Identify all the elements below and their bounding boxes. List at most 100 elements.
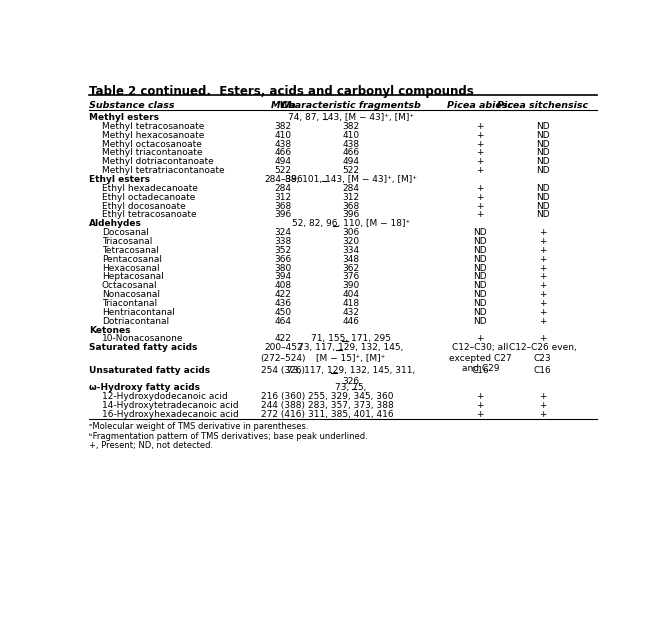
Text: 396: 396 (274, 210, 292, 220)
Text: 312: 312 (275, 193, 292, 202)
Text: 272 (416): 272 (416) (261, 410, 305, 419)
Text: 466: 466 (275, 149, 292, 157)
Text: +: + (476, 184, 484, 193)
Text: +: + (476, 410, 484, 419)
Text: Methyl octacosanoate: Methyl octacosanoate (102, 139, 201, 149)
Text: 410: 410 (275, 131, 292, 140)
Text: +: + (539, 401, 546, 410)
Text: ᵃMolecular weight of TMS derivative in parentheses.: ᵃMolecular weight of TMS derivative in p… (89, 422, 308, 431)
Text: ND: ND (536, 184, 549, 193)
Text: +: + (476, 210, 484, 220)
Text: 334: 334 (342, 246, 359, 255)
Text: ND: ND (474, 281, 487, 290)
Text: C16: C16 (534, 366, 551, 375)
Text: +: + (539, 272, 546, 281)
Text: 366: 366 (274, 255, 292, 264)
Text: ND: ND (536, 139, 549, 149)
Text: ND: ND (474, 299, 487, 308)
Text: 438: 438 (275, 139, 292, 149)
Text: ND: ND (536, 202, 549, 211)
Text: 438: 438 (342, 139, 359, 149)
Text: 216 (360): 216 (360) (261, 392, 305, 401)
Text: 390: 390 (342, 281, 359, 290)
Text: ND: ND (474, 228, 487, 237)
Text: ND: ND (474, 264, 487, 272)
Text: 422: 422 (275, 335, 292, 343)
Text: Characteristic fragmentsb: Characteristic fragmentsb (281, 101, 421, 111)
Text: ND: ND (474, 237, 487, 246)
Text: Ethyl hexadecanoate: Ethyl hexadecanoate (102, 184, 197, 193)
Text: 410: 410 (342, 131, 359, 140)
Text: 306: 306 (342, 228, 359, 237)
Text: 14-Hydroxytetradecanoic acid: 14-Hydroxytetradecanoic acid (102, 401, 238, 410)
Text: 73, 117, 129, 132, 145, 311,
326: 73, 117, 129, 132, 145, 311, 326 (286, 366, 415, 386)
Text: 12-Hydroxydodecanoic acid: 12-Hydroxydodecanoic acid (102, 392, 227, 401)
Text: ND: ND (536, 149, 549, 157)
Text: +: + (539, 246, 546, 255)
Text: Substance class: Substance class (89, 101, 175, 111)
Text: Docosanal: Docosanal (102, 228, 149, 237)
Text: ND: ND (474, 308, 487, 317)
Text: Saturated fatty acids: Saturated fatty acids (89, 343, 197, 352)
Text: 73, 117, 129, 132, 145,
[M − 15]⁺, [M]⁺: 73, 117, 129, 132, 145, [M − 15]⁺, [M]⁺ (298, 343, 403, 363)
Text: 244 (388): 244 (388) (261, 401, 305, 410)
Text: +: + (476, 166, 484, 175)
Text: 404: 404 (342, 290, 359, 299)
Text: C16: C16 (472, 366, 489, 375)
Text: ND: ND (474, 290, 487, 299)
Text: 311, 385, 401, 416: 311, 385, 401, 416 (308, 410, 393, 419)
Text: +: + (539, 264, 546, 272)
Text: +: + (476, 122, 484, 131)
Text: 494: 494 (342, 157, 359, 166)
Text: ND: ND (536, 193, 549, 202)
Text: Ketones: Ketones (89, 325, 130, 335)
Text: Methyl hexacosanoate: Methyl hexacosanoate (102, 131, 204, 140)
Text: Ethyl esters: Ethyl esters (89, 175, 150, 184)
Text: +: + (539, 290, 546, 299)
Text: Table 2 continued.  Esters, acids and carbonyl compounds: Table 2 continued. Esters, acids and car… (89, 85, 474, 98)
Text: 312: 312 (342, 193, 359, 202)
Text: +: + (539, 255, 546, 264)
Text: Tetracosanal: Tetracosanal (102, 246, 159, 255)
Text: 338: 338 (274, 237, 292, 246)
Text: +: + (476, 149, 484, 157)
Text: 88, 101, 143, [M − 43]⁺, [M]⁺: 88, 101, 143, [M − 43]⁺, [M]⁺ (284, 175, 417, 184)
Text: 380: 380 (274, 264, 292, 272)
Text: ND: ND (536, 210, 549, 220)
Text: 352: 352 (275, 246, 292, 255)
Text: 522: 522 (275, 166, 292, 175)
Text: 450: 450 (275, 308, 292, 317)
Text: +: + (476, 392, 484, 401)
Text: 10-Nonacosanone: 10-Nonacosanone (102, 335, 183, 343)
Text: ND: ND (474, 272, 487, 281)
Text: +: + (476, 202, 484, 211)
Text: 432: 432 (342, 308, 359, 317)
Text: Triacosanal: Triacosanal (102, 237, 152, 246)
Text: +, Present; ND, not detected.: +, Present; ND, not detected. (89, 441, 213, 450)
Text: Ethyl octadecanoate: Ethyl octadecanoate (102, 193, 195, 202)
Text: 408: 408 (275, 281, 292, 290)
Text: Heptacosanal: Heptacosanal (102, 272, 163, 281)
Text: 284–396: 284–396 (264, 175, 302, 184)
Text: Methyl tetracosanoate: Methyl tetracosanoate (102, 122, 204, 131)
Text: +: + (539, 299, 546, 308)
Text: Methyl triacontanoate: Methyl triacontanoate (102, 149, 202, 157)
Text: 324: 324 (275, 228, 292, 237)
Text: Methyl dotriacontanoate: Methyl dotriacontanoate (102, 157, 213, 166)
Text: 283, 357, 373, 388: 283, 357, 373, 388 (308, 401, 393, 410)
Text: 464: 464 (275, 317, 292, 326)
Text: +: + (476, 193, 484, 202)
Text: Aldehydes: Aldehydes (89, 220, 142, 228)
Text: ND: ND (536, 166, 549, 175)
Text: MWa: MWa (270, 101, 296, 111)
Text: 368: 368 (342, 202, 359, 211)
Text: ND: ND (474, 255, 487, 264)
Text: 284: 284 (342, 184, 359, 193)
Text: ND: ND (474, 246, 487, 255)
Text: +: + (539, 237, 546, 246)
Text: ND: ND (536, 157, 549, 166)
Text: 362: 362 (342, 264, 359, 272)
Text: Ethyl docosanoate: Ethyl docosanoate (102, 202, 185, 211)
Text: Hentriacontanal: Hentriacontanal (102, 308, 175, 317)
Text: 396: 396 (342, 210, 359, 220)
